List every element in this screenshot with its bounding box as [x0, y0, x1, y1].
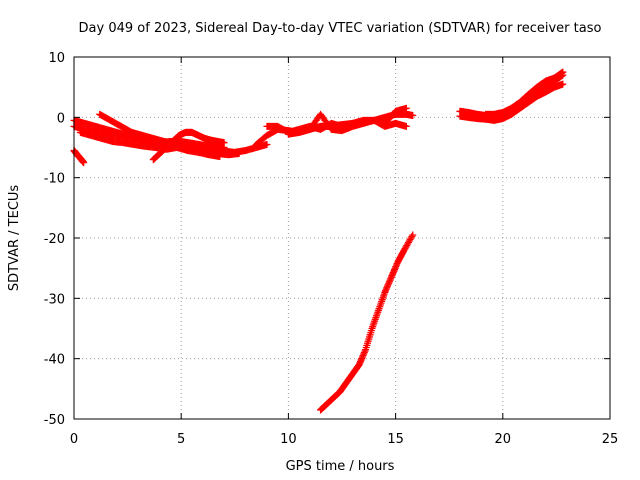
axis-ticks: 0 5 10 15 20 25 -50 -40 -30 -20 -10 0 10	[44, 51, 619, 447]
data-point	[216, 153, 224, 161]
y-tick-label: -10	[44, 172, 65, 187]
x-axis-label: GPS time / hours	[286, 459, 395, 474]
data-point	[235, 150, 243, 158]
y-tick-label: -50	[44, 413, 65, 428]
data-point	[80, 159, 88, 167]
x-tick-label: 5	[177, 432, 185, 447]
series-track-l	[456, 80, 567, 124]
x-tick-label: 10	[280, 432, 297, 447]
series-track-e	[149, 128, 228, 164]
data-point	[263, 140, 271, 148]
series-track-i	[284, 110, 410, 138]
data-points	[70, 68, 567, 414]
grid	[74, 57, 610, 419]
y-tick-label: -40	[44, 353, 65, 368]
data-point	[559, 80, 567, 88]
x-tick-label: 15	[387, 432, 404, 447]
series-track-c	[96, 110, 243, 159]
data-point	[402, 104, 410, 112]
y-tick-label: 10	[48, 51, 65, 66]
data-point	[409, 231, 417, 239]
y-tick-label: -30	[44, 292, 65, 307]
x-tick-label: 25	[602, 432, 619, 447]
series-track-m	[482, 68, 567, 118]
series-track-f	[70, 147, 88, 167]
chart-title: Day 049 of 2023, Sidereal Day-to-day VTE…	[79, 21, 602, 36]
y-axis-label: SDTVAR / TECUs	[7, 185, 22, 292]
data-point	[559, 68, 567, 76]
data-point	[220, 139, 228, 147]
data-point	[409, 112, 417, 120]
x-tick-label: 20	[495, 432, 512, 447]
y-tick-label: -20	[44, 232, 65, 247]
data-point	[408, 232, 416, 240]
y-tick-label: 0	[57, 111, 65, 126]
x-tick-label: 0	[70, 432, 78, 447]
series-track-j	[317, 231, 417, 414]
data-point	[402, 122, 410, 130]
